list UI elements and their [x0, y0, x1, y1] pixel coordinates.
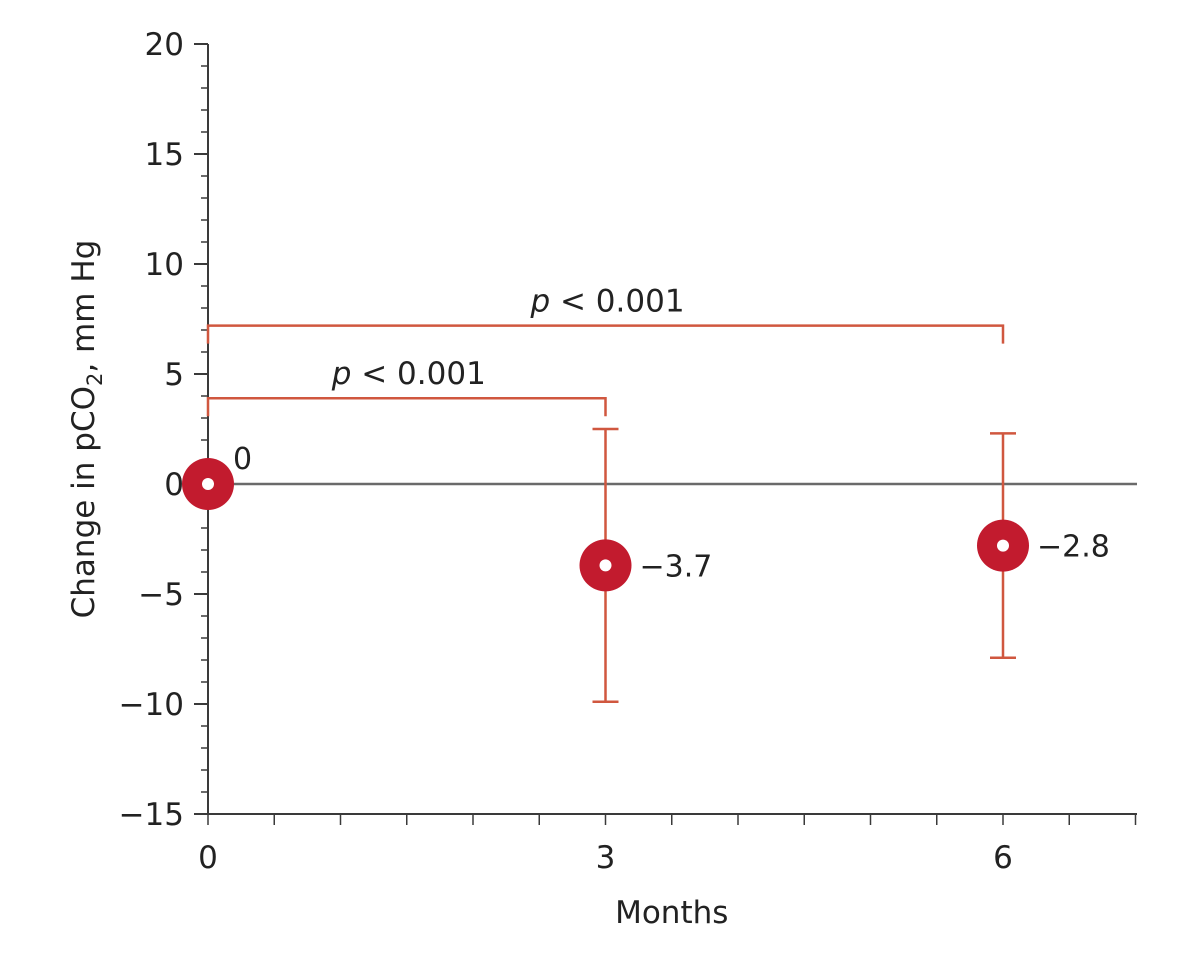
y-tick-label: 0 — [164, 467, 184, 503]
data-point-hole — [202, 478, 214, 490]
x-axis-title: Months — [615, 895, 728, 931]
x-tick-label: 0 — [198, 840, 218, 876]
data-point-label: 0 — [233, 442, 252, 477]
data-point-label: −3.7 — [640, 549, 713, 584]
p-comparison: < 0.001 — [351, 356, 485, 392]
significance-bracket — [206, 324, 1005, 344]
y-axis-title-main: Change in pCO — [66, 386, 102, 618]
p-symbol: p — [529, 284, 550, 320]
y-tick-label: 10 — [145, 247, 184, 283]
p-symbol: p — [331, 356, 352, 392]
data-points: 0 −3.7 −2.8 — [182, 442, 1110, 592]
y-tick-label: 20 — [145, 27, 184, 63]
y-axis-title-subscript: 2 — [83, 373, 107, 386]
y-tick-label: −10 — [119, 687, 184, 723]
y-tick-label: 5 — [164, 357, 184, 393]
y-axis-title: Change in pCO2, mm Hg — [66, 240, 107, 619]
data-point-label: −2.8 — [1037, 530, 1110, 565]
y-tick-label: −15 — [119, 797, 184, 833]
y-axis-title-suffix: , mm Hg — [66, 240, 102, 373]
p-value-label: p < 0.001 — [529, 284, 684, 320]
p-comparison: < 0.001 — [550, 284, 684, 320]
y-tick-label: 15 — [145, 137, 184, 173]
y-tick-label: −5 — [138, 577, 184, 613]
p-value-label: p < 0.001 — [331, 356, 486, 392]
significance-bracket — [206, 396, 607, 417]
axes: −15 −10 −5 0 5 10 15 20 0 3 6 — [119, 27, 1137, 876]
data-point-hole — [997, 539, 1009, 552]
x-tick-label: 3 — [596, 840, 616, 876]
data-point-hole — [599, 559, 612, 572]
x-tick-label: 6 — [993, 840, 1013, 876]
